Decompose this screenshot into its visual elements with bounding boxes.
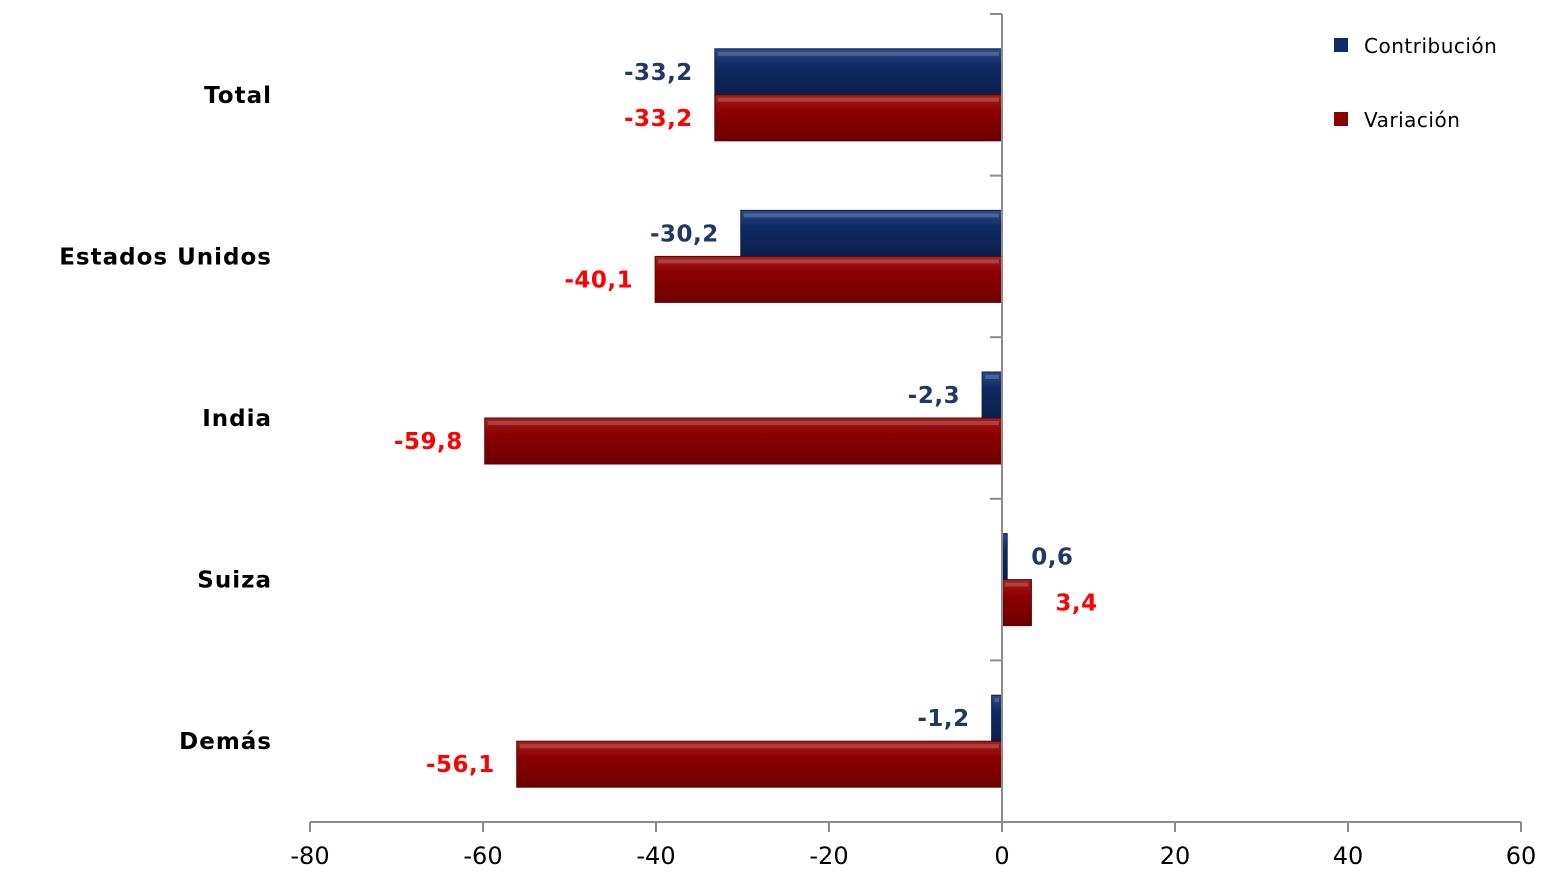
x-tick-label: 20: [1160, 842, 1191, 870]
legend-label-contribucion: Contribución: [1364, 34, 1497, 58]
bar-contribucion: [714, 48, 1003, 96]
bar-highlight: [743, 213, 999, 218]
data-label-contribucion: -33,2: [624, 60, 693, 86]
category-label: Suiza: [197, 568, 272, 594]
bar-variacion: [1001, 579, 1032, 627]
x-tick-label: -60: [463, 842, 502, 870]
bar-highlight: [994, 698, 999, 703]
bar-variacion: [516, 740, 1003, 788]
bar-highlight: [1005, 582, 1029, 587]
legend-label-variacion: Variación: [1364, 108, 1460, 132]
category-label: India: [202, 406, 272, 432]
data-label-variacion: -40,1: [564, 267, 633, 293]
data-label-contribucion: -1,2: [917, 706, 969, 732]
x-tick-label: 0: [994, 842, 1009, 870]
data-label-contribucion: -2,3: [908, 383, 960, 409]
bar-variacion: [484, 417, 1003, 465]
bar-contribucion: [740, 209, 1003, 257]
data-label-variacion: 3,4: [1055, 591, 1097, 617]
category-label: Estados Unidos: [59, 244, 272, 270]
data-label-variacion: -33,2: [624, 106, 693, 132]
bar-highlight: [717, 51, 999, 56]
x-tick-label: -80: [290, 842, 329, 870]
legend-swatch-variacion: [1334, 112, 1348, 126]
bar-variacion: [654, 255, 1003, 303]
category-label: Total: [204, 83, 272, 109]
legend-swatch-contribucion: [1334, 38, 1348, 52]
bar-highlight: [487, 421, 999, 425]
bar-variacion: [714, 94, 1003, 142]
data-label-variacion: -59,8: [394, 429, 463, 455]
category-label: Demás: [179, 729, 272, 755]
bar-highlight: [717, 97, 999, 102]
bar-highlight: [985, 375, 999, 379]
x-tick-label: 40: [1333, 842, 1364, 870]
bar-highlight: [519, 744, 999, 749]
x-tick-label: 60: [1506, 842, 1537, 870]
x-tick-label: -40: [636, 842, 675, 870]
bar-highlight: [658, 259, 999, 264]
data-label-variacion: -56,1: [426, 752, 495, 778]
x-tick-label: -20: [809, 842, 848, 870]
data-label-contribucion: 0,6: [1031, 545, 1073, 571]
data-label-contribucion: -30,2: [650, 221, 719, 247]
